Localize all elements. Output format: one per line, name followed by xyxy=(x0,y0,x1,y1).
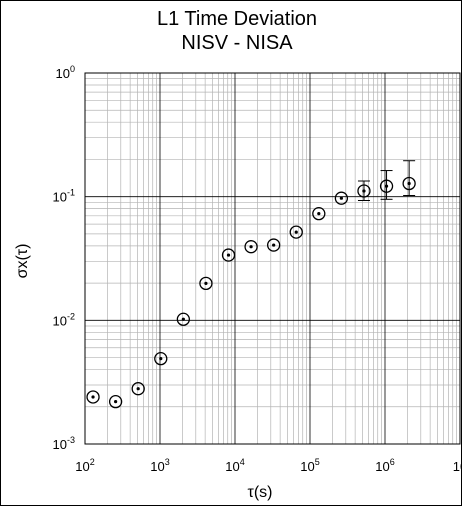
x-tick-label: 102 xyxy=(75,457,94,474)
y-tick-label: 100 xyxy=(56,64,75,81)
data-point-circle xyxy=(402,176,416,191)
data-point-dot xyxy=(339,196,343,200)
x-tick-label: 105 xyxy=(300,457,319,474)
data-point-dot xyxy=(272,243,276,247)
data-point xyxy=(86,390,100,404)
data-point-circle xyxy=(221,248,236,262)
data-point-circle xyxy=(176,312,190,326)
data-point-dot xyxy=(136,387,140,391)
data-point xyxy=(334,191,349,205)
x-tick-labels: 102 103 104 105 106 10 xyxy=(75,457,461,474)
x-tick-label: 106 xyxy=(375,457,394,474)
data-point-circle xyxy=(379,179,394,193)
data-point xyxy=(402,176,416,191)
data-point-dot xyxy=(407,181,411,186)
plot-area-border xyxy=(84,72,461,445)
data-point-dot xyxy=(226,253,231,257)
data-point-dot xyxy=(294,230,298,234)
data-point xyxy=(289,225,303,239)
data-point xyxy=(357,184,371,198)
data-point-dot xyxy=(249,245,253,249)
data-point-circle xyxy=(312,206,326,221)
x-tick-label: 103 xyxy=(150,457,169,474)
data-point xyxy=(267,238,281,252)
data-point xyxy=(154,351,168,366)
data-point xyxy=(176,312,190,326)
data-point xyxy=(221,248,236,262)
y-tick-labels: 10-3 10-2 10-1 100 xyxy=(53,64,75,452)
data-point-dot xyxy=(204,281,208,285)
data-point-circle xyxy=(334,191,349,205)
y-tick-label: 10-1 xyxy=(53,188,75,205)
x-tick-label: 104 xyxy=(225,457,244,474)
data-point-dot xyxy=(181,317,185,321)
data-point-circle xyxy=(108,395,123,409)
y-tick-label: 10-2 xyxy=(53,311,75,328)
y-tick-label: 10-3 xyxy=(53,435,75,452)
data-point-circle xyxy=(267,238,281,252)
data-points xyxy=(86,176,416,409)
data-point xyxy=(312,206,326,221)
y-axis-label: σx(τ) xyxy=(14,244,31,279)
data-point-circle xyxy=(357,184,371,198)
data-point-dot xyxy=(317,212,321,216)
chart-title: L1 Time Deviation xyxy=(157,8,317,30)
data-point xyxy=(244,240,258,254)
data-point-dot xyxy=(159,357,163,361)
data-point-dot xyxy=(91,395,95,399)
data-point-circle xyxy=(199,276,213,291)
data-point-dot xyxy=(384,184,389,188)
data-point-circle xyxy=(86,390,100,404)
data-point-circle xyxy=(289,225,303,239)
chart-subtitle: NISV - NISA xyxy=(181,32,293,54)
x-axis-label: τ(s) xyxy=(248,484,273,501)
data-point xyxy=(108,395,123,409)
x-tick-label: 10 xyxy=(453,459,461,474)
data-point-circle xyxy=(131,382,145,396)
data-point-circle xyxy=(244,240,258,254)
data-point-dot xyxy=(114,400,118,404)
data-point-circle xyxy=(154,351,168,366)
major-gridlines xyxy=(85,73,460,444)
data-point-dot xyxy=(362,189,366,193)
data-point xyxy=(379,179,394,193)
minor-gridlines xyxy=(85,73,460,444)
data-point xyxy=(199,276,213,291)
data-point xyxy=(131,382,145,396)
